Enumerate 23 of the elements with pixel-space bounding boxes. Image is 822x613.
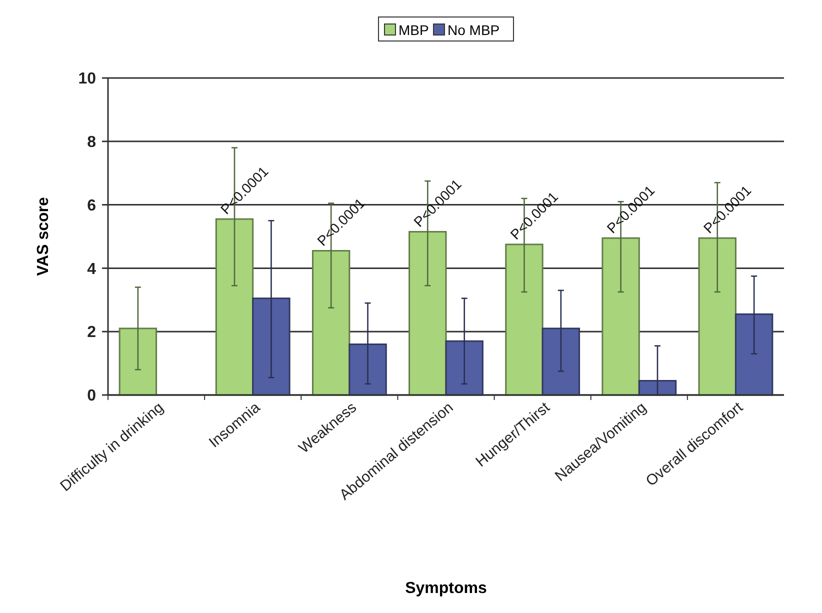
bar — [252, 298, 290, 396]
y-tick-label: 6 — [87, 197, 96, 214]
x-axis-title: Symptoms — [405, 580, 487, 597]
bar — [734, 313, 774, 396]
bar — [348, 344, 387, 396]
y-tick-label: 2 — [87, 324, 96, 342]
y-axis-title: VAS score — [35, 196, 52, 276]
y-tick-label: 0 — [87, 388, 96, 405]
bar — [118, 328, 158, 396]
bar — [542, 328, 580, 396]
bar — [638, 380, 677, 396]
bar — [312, 250, 350, 396]
bar — [408, 230, 447, 396]
y-tick-label: 10 — [78, 70, 96, 88]
bar — [698, 237, 736, 396]
bar — [505, 244, 544, 396]
bar — [445, 340, 484, 396]
legend-label: MBP — [398, 22, 429, 38]
legend-label: No MBP — [448, 22, 500, 38]
y-tick-label: 8 — [87, 134, 96, 151]
y-tick-label: 4 — [87, 260, 96, 278]
bar — [215, 218, 254, 396]
bar — [602, 237, 640, 396]
